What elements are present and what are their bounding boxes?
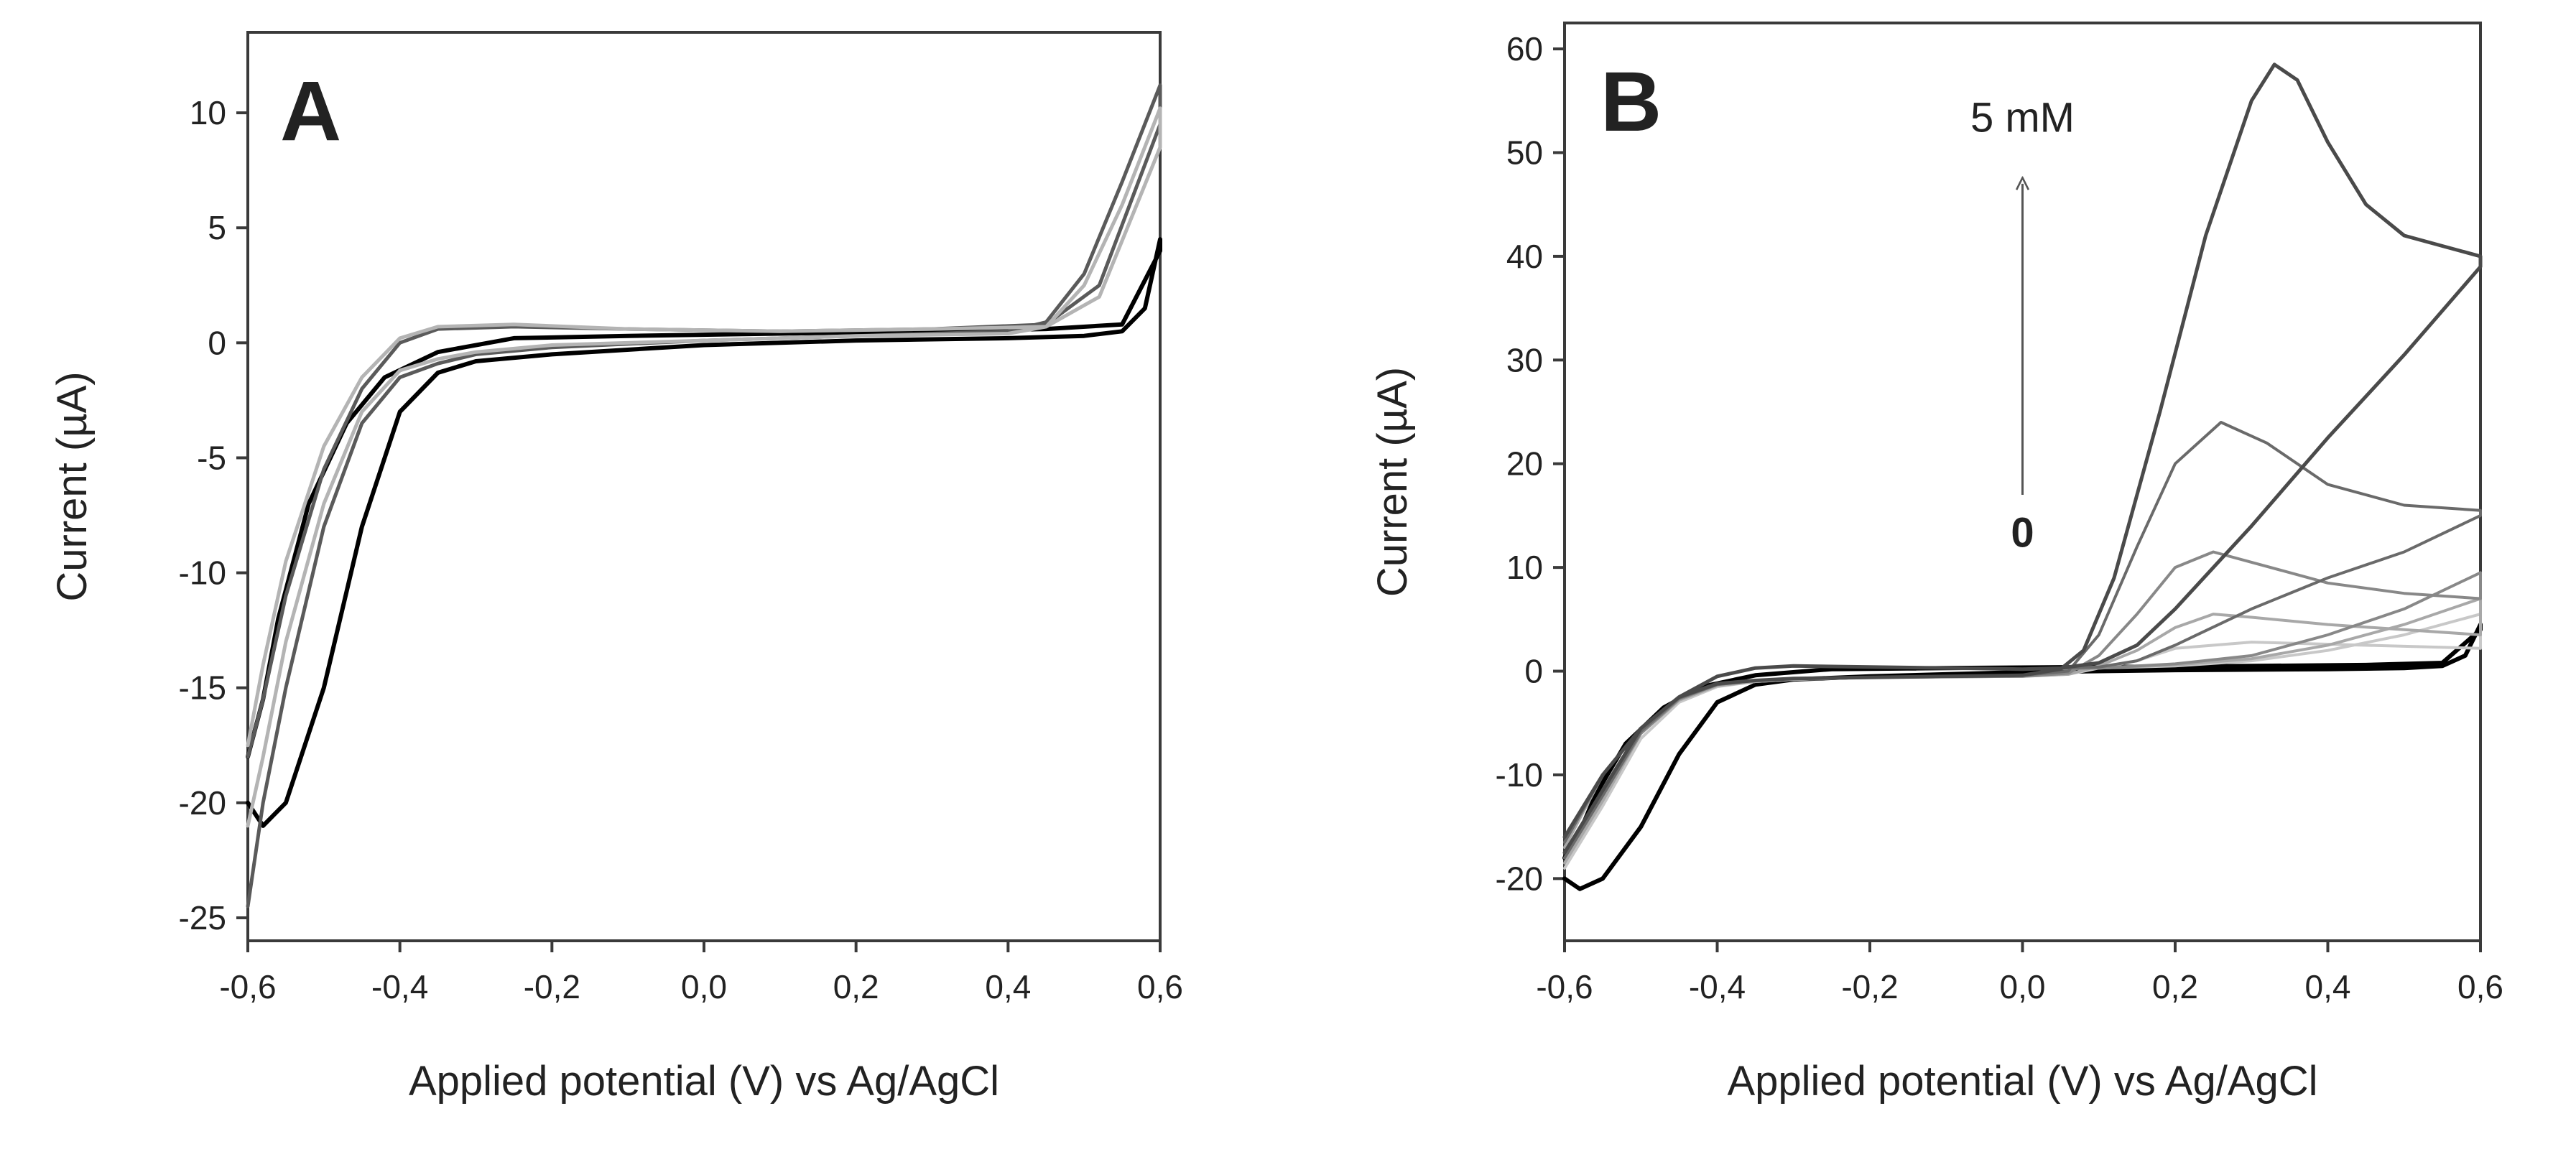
y-tick-label: -20 <box>179 784 226 822</box>
series-line-5 <box>1562 62 2483 855</box>
y-tick-label: 0 <box>1524 653 1543 690</box>
x-tick-label: 0,4 <box>985 968 1031 1005</box>
y-axis-title: Current (µA) <box>49 371 96 601</box>
annotation-label: 5 mM <box>1970 95 2075 141</box>
annotation-label: 0 <box>2011 509 2034 556</box>
series-line-0 <box>246 237 1162 828</box>
y-tick-label: 50 <box>1506 134 1543 172</box>
y-tick-label: -10 <box>179 554 226 592</box>
x-tick-label: -0,6 <box>1536 968 1593 1005</box>
x-tick-label: -0,6 <box>219 968 276 1005</box>
y-tick-label: -10 <box>1496 756 1543 794</box>
y-tick-label: 5 <box>208 209 226 246</box>
x-tick-label: 0,6 <box>2457 968 2503 1005</box>
x-tick-label: -0,2 <box>1841 968 1898 1005</box>
panel-b: -0,6 -0,4 -0,2 0,0 0,2 0,4 0,6 60 50 40 30 20 10 0 -10… <box>1369 22 2503 1105</box>
x-tick-label: 0,4 <box>2305 968 2351 1005</box>
x-tick-label: -0,2 <box>524 968 580 1005</box>
x-tick-label: -0,4 <box>371 968 428 1005</box>
y-tick-label: -15 <box>179 669 226 707</box>
y-tick-label: -5 <box>197 439 226 476</box>
plot-area <box>246 31 1162 942</box>
x-tick-label: 0,0 <box>2000 968 2046 1005</box>
panel-label: B <box>1600 55 1662 149</box>
panel-a: -0,6 -0,4 -0,2 0,0 0,2 0,4 0,6 10 5 0 -5 -10 -15 -20 -… <box>49 31 1183 1105</box>
y-tick-label: -25 <box>179 899 226 936</box>
y-tick-label: 10 <box>190 94 226 131</box>
series-line-1 <box>246 83 1162 908</box>
x-tick-label: 0,2 <box>833 968 879 1005</box>
y-tick-label: 10 <box>1506 549 1543 586</box>
y-tick-label: 60 <box>1506 30 1543 68</box>
x-axis-title: Applied potential (V) vs Ag/AgCl <box>1727 1058 2317 1105</box>
y-tick-label: 30 <box>1506 341 1543 378</box>
panel-label: A <box>280 64 341 159</box>
y-axis-title: Current (µA) <box>1369 367 1416 597</box>
y-tick-label: 40 <box>1506 238 1543 275</box>
x-tick-label: 0,2 <box>2152 968 2198 1005</box>
y-tick-label: 0 <box>208 324 226 361</box>
x-tick-label: 0,6 <box>1137 968 1183 1005</box>
series-line-2 <box>246 106 1162 828</box>
x-axis-title: Applied potential (V) vs Ag/AgCl <box>409 1058 999 1105</box>
y-tick-label: 20 <box>1506 445 1543 483</box>
x-tick-label: -0,4 <box>1689 968 1746 1005</box>
y-tick-label: -20 <box>1496 860 1543 897</box>
x-tick-label: 0,0 <box>681 968 727 1005</box>
